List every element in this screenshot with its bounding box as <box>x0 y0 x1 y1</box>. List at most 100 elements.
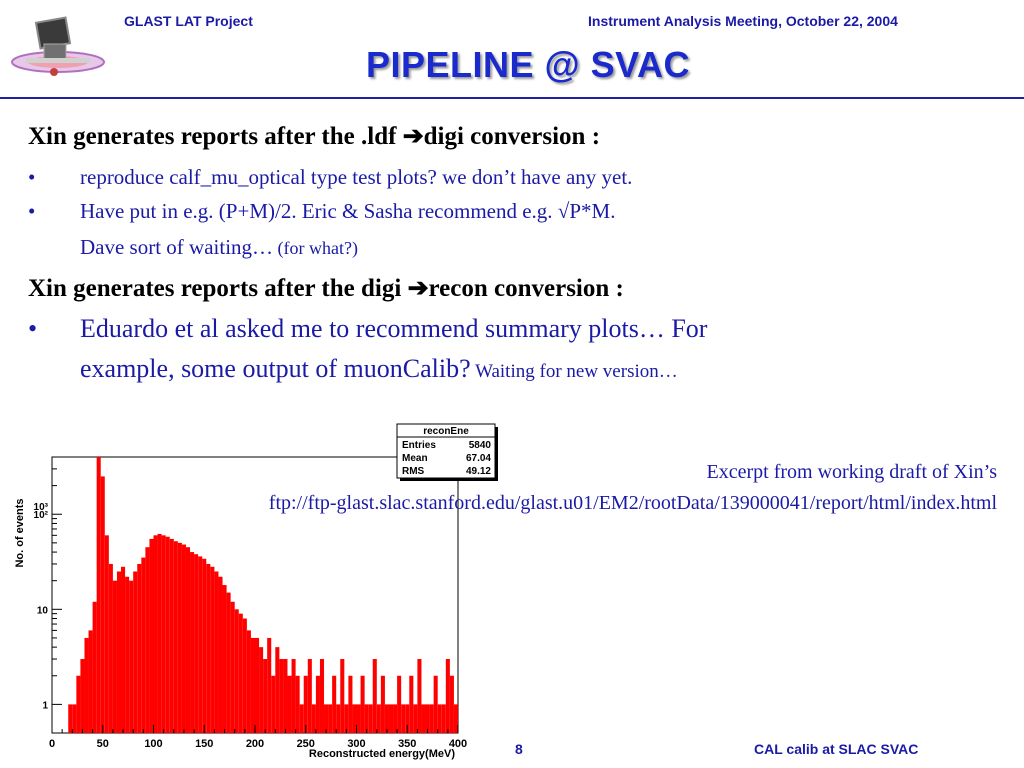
histogram-bar <box>177 542 182 733</box>
section2-bullet-line2-small: Waiting for new version… <box>470 361 678 382</box>
section1-bullet-2: Have put in e.g. (P+M)/2. Eric & Sasha r… <box>80 199 616 223</box>
bullet-symbol: • <box>28 165 36 189</box>
section1-heading-post: digi conversion : <box>423 123 601 150</box>
histogram-bar <box>267 637 272 733</box>
y-tick-label: 1 <box>42 700 48 711</box>
histogram-bar <box>397 675 402 733</box>
histogram-bar <box>238 613 243 733</box>
section2-heading-pre: Xin generates reports after the digi <box>28 275 408 302</box>
section2-bullet-line2: example, some output of muonCalib? Waiti… <box>80 354 678 384</box>
stats-value-entries: 5840 <box>469 440 492 451</box>
x-tick-label: 0 <box>49 738 55 750</box>
histogram-bar <box>104 535 109 733</box>
section1-heading: Xin generates reports after the .ldf ➔di… <box>28 121 600 151</box>
histogram-bar <box>190 552 195 733</box>
histogram-bar <box>230 601 235 733</box>
histogram-bar <box>226 592 231 733</box>
y-axis-label: No. of events <box>14 498 26 567</box>
histogram-bar <box>319 659 325 733</box>
header-rule <box>0 97 1024 99</box>
bullet-symbol: • <box>28 314 38 343</box>
histogram-bar <box>153 535 158 733</box>
x-tick-label: 100 <box>144 738 162 750</box>
footer-title: CAL calib at SLAC SVAC <box>754 741 919 757</box>
section2-bullet-line1: Eduardo et al asked me to recommend summ… <box>80 314 708 343</box>
histogram-bar <box>206 563 211 733</box>
histogram-bar <box>303 675 308 733</box>
histogram-bar <box>380 675 385 733</box>
histogram-bar <box>324 704 329 733</box>
x-tick-label: 50 <box>97 738 109 750</box>
histogram-bar <box>384 704 389 733</box>
histogram-bar <box>84 637 89 733</box>
histogram-bar <box>299 704 304 733</box>
stats-title: reconEne <box>423 426 469 437</box>
histogram-bar <box>388 704 394 733</box>
stats-label-rms: RMS <box>402 466 425 477</box>
histogram-bar <box>376 704 381 733</box>
histogram-bar <box>121 566 126 733</box>
stats-value-rms: 49.12 <box>466 466 491 477</box>
histogram-bar <box>368 704 373 733</box>
histogram-bar <box>80 659 85 733</box>
histogram-bar <box>449 675 454 733</box>
stats-label-entries: Entries <box>402 440 436 451</box>
excerpt-caption: Excerpt from working draft of Xin’s <box>706 461 997 483</box>
histogram-bar <box>194 554 199 733</box>
bullet-symbol: • <box>28 199 36 223</box>
header-meeting: Instrument Analysis Meeting, October 22,… <box>588 13 898 29</box>
histogram-bar <box>315 675 320 733</box>
histogram-bar <box>234 609 239 733</box>
section2-heading-post: recon conversion : <box>428 275 624 302</box>
histogram-bar <box>246 630 251 733</box>
histogram-bar <box>405 704 410 733</box>
histogram-bar <box>291 659 296 733</box>
histogram-bar <box>453 704 458 733</box>
arrow-right-icon: ➔ <box>407 275 429 302</box>
histogram-bar <box>137 563 142 733</box>
section2-heading: Xin generates reports after the digi ➔re… <box>28 273 624 303</box>
histogram-bar <box>72 704 77 733</box>
histogram-bar <box>336 704 341 733</box>
histogram-bar <box>344 704 349 733</box>
histogram-bar <box>352 704 357 733</box>
x-tick-label: 250 <box>297 738 315 750</box>
histogram-bar <box>149 538 154 733</box>
page-number: 8 <box>515 741 523 757</box>
stats-value-mean: 67.04 <box>466 453 491 464</box>
histogram-bar <box>133 571 138 733</box>
y-tick-label: 10³ <box>34 502 49 513</box>
histogram-bar <box>340 659 345 733</box>
histogram-bar <box>364 704 369 733</box>
histogram-bar <box>425 704 430 733</box>
histogram-bar <box>409 675 414 733</box>
report-url-link[interactable]: ftp://ftp-glast.slac.stanford.edu/glast.… <box>268 492 997 514</box>
histogram-bar <box>129 580 134 733</box>
x-tick-label: 350 <box>398 738 416 750</box>
histogram-bar <box>125 576 130 733</box>
x-tick-label: 150 <box>195 738 213 750</box>
stats-box: reconEne Entries 5840 Mean 67.04 RMS 49.… <box>396 423 498 481</box>
histogram-bar <box>441 704 446 733</box>
histogram-bar <box>255 637 260 733</box>
histogram-bar <box>214 571 219 733</box>
histogram-bar <box>141 557 146 733</box>
histogram-bar <box>161 535 166 733</box>
histogram-bar <box>173 541 178 733</box>
y-tick-label: 10 <box>37 605 49 616</box>
histogram-bar <box>263 659 268 733</box>
section1-cont-small: (for what?) <box>273 238 359 258</box>
histogram-bar <box>210 566 215 733</box>
histogram-bar <box>165 536 170 733</box>
histogram-bar <box>401 704 406 733</box>
histogram-bar <box>413 704 418 733</box>
histogram-bar <box>218 576 223 733</box>
x-tick-label: 400 <box>449 738 467 750</box>
stats-label-mean: Mean <box>402 453 428 464</box>
histogram-bar <box>68 704 73 733</box>
histogram-bar <box>417 659 422 733</box>
glast-logo-icon <box>11 16 105 76</box>
histogram-bar <box>76 675 81 733</box>
histogram-bar <box>421 704 426 733</box>
